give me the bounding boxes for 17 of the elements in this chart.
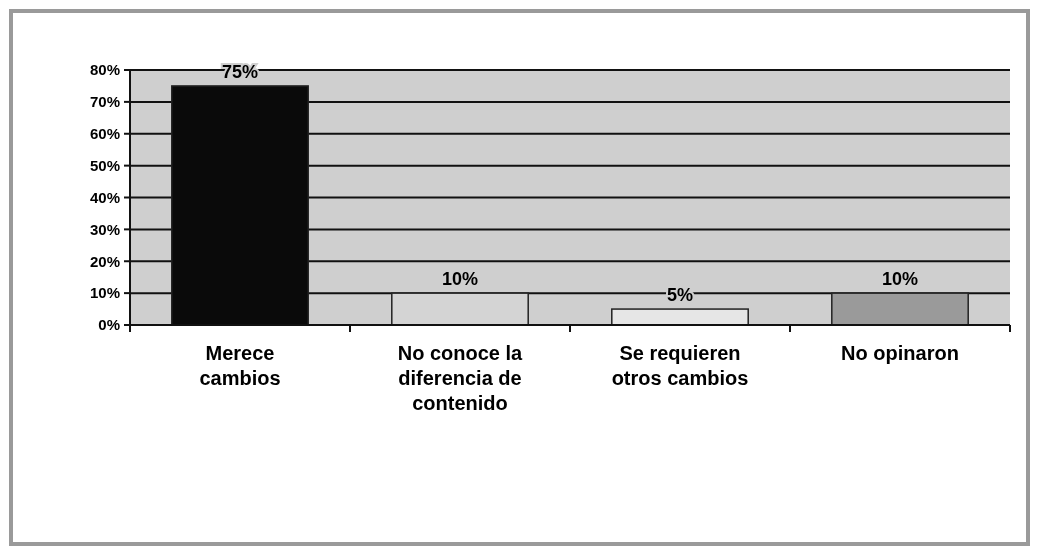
- x-tick-label: Merece cambios: [199, 342, 281, 389]
- data-label: 10%: [441, 269, 479, 290]
- bar: [831, 292, 969, 326]
- y-tick-label: 20%: [89, 252, 120, 270]
- bar: [611, 308, 749, 326]
- x-tick-label: Se requieren otros cambios: [611, 342, 749, 389]
- y-tick-label: 0%: [98, 316, 120, 334]
- y-tick-label: 80%: [89, 61, 120, 79]
- y-tick-label: 50%: [89, 156, 120, 174]
- y-tick-label: 70%: [89, 93, 120, 111]
- y-tick-label: 10%: [89, 284, 120, 302]
- data-label: 10%: [881, 269, 919, 290]
- x-tick-label: No opinaron: [841, 342, 959, 364]
- x-tick-label: No conoce la diferencia de contenido: [397, 342, 524, 414]
- y-tick-label: 30%: [89, 220, 120, 238]
- y-tick-label: 60%: [89, 125, 120, 142]
- y-tick-label: 40%: [89, 188, 120, 206]
